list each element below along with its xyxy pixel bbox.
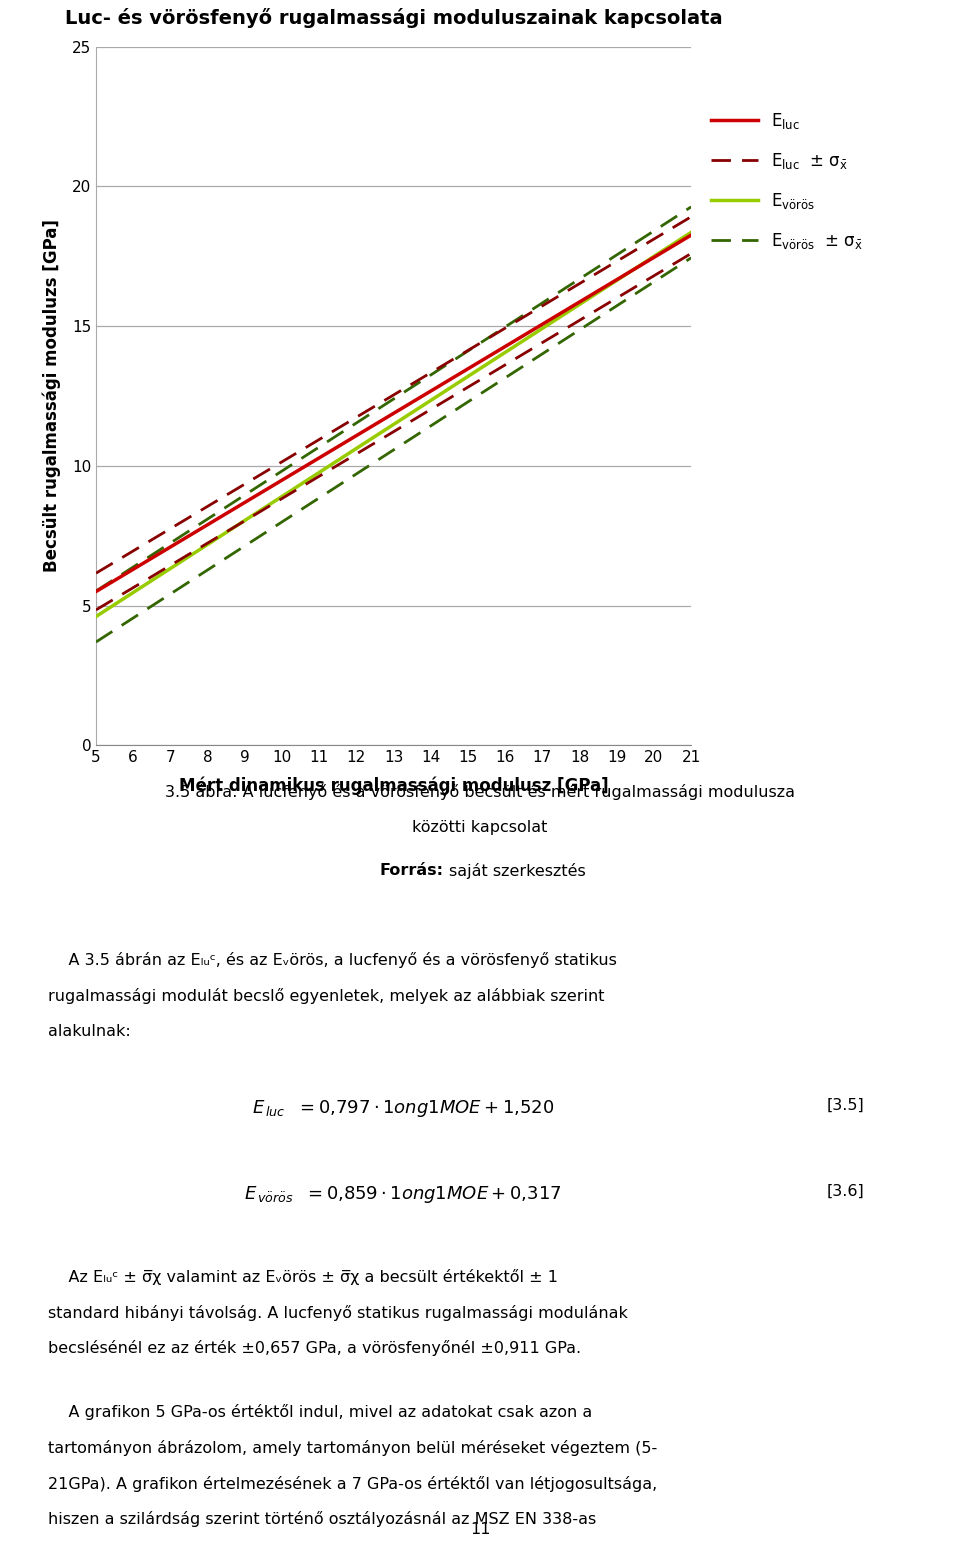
Text: alakulnak:: alakulnak: — [48, 1023, 131, 1039]
Text: 11: 11 — [469, 1522, 491, 1537]
Y-axis label: Becsült rugalmassági moduluzs [GPa]: Becsült rugalmassági moduluzs [GPa] — [42, 219, 60, 573]
Text: standard hibányi távolság. A lucfenyő statikus rugalmassági modulának: standard hibányi távolság. A lucfenyő st… — [48, 1305, 628, 1320]
Text: A 3.5 ábrán az Eₗᵤᶜ, és az Eᵥörös, a lucfenyő és a vörösfenyő statikus: A 3.5 ábrán az Eₗᵤᶜ, és az Eᵥörös, a luc… — [48, 952, 617, 968]
Text: [3.6]: [3.6] — [827, 1183, 864, 1199]
Text: 21GPa). A grafikon értelmezésének a 7 GPa-os értéktől van létjogosultsága,: 21GPa). A grafikon értelmezésének a 7 GP… — [48, 1475, 658, 1491]
Legend: E$_{\mathregular{luc}}$, E$_{\mathregular{luc}}$  ± σ$_{\bar{\mathregular{x}}}$,: E$_{\mathregular{luc}}$, E$_{\mathregula… — [711, 110, 864, 252]
Text: [3.5]: [3.5] — [827, 1098, 864, 1114]
Text: $E_{\,v\ddot{o}r\ddot{o}s}\ \ =0{,}859\cdot 1ong1MOE+0{,}317$: $E_{\,v\ddot{o}r\ddot{o}s}\ \ =0{,}859\c… — [245, 1183, 562, 1205]
Text: 3.5 ábra: A lucfenyő és a vörösfenyő becsült és mért rugalmassági modulusza: 3.5 ábra: A lucfenyő és a vörösfenyő bec… — [165, 784, 795, 800]
X-axis label: Mért dinamikus rugalmassági modulusz [GPa]: Mért dinamikus rugalmassági modulusz [GP… — [179, 776, 609, 795]
Text: Forrás:: Forrás: — [379, 863, 444, 877]
Text: saját szerkesztés: saját szerkesztés — [449, 863, 586, 879]
Text: tartományon ábrázolom, amely tartományon belül méréseket végeztem (5-: tartományon ábrázolom, amely tartományon… — [48, 1440, 658, 1455]
Text: becslésénél ez az érték ±0,657 GPa, a vörösfenyőnél ±0,911 GPa.: becslésénél ez az érték ±0,657 GPa, a vö… — [48, 1340, 581, 1356]
Text: rugalmassági modulát becslő egyenletek, melyek az alábbiak szerint: rugalmassági modulát becslő egyenletek, … — [48, 988, 605, 1003]
Text: A grafikon 5 GPa-os értéktől indul, mivel az adatokat csak azon a: A grafikon 5 GPa-os értéktől indul, mive… — [48, 1404, 592, 1419]
Text: közötti kapcsolat: közötti kapcsolat — [412, 820, 548, 836]
Text: hiszen a szilárdság szerint történő osztályozásnál az MSZ EN 338-as: hiszen a szilárdság szerint történő oszt… — [48, 1511, 596, 1527]
Text: $E_{\,luc}\ \ =0{,}797\cdot 1ong1MOE+1{,}520$: $E_{\,luc}\ \ =0{,}797\cdot 1ong1MOE+1{,… — [252, 1098, 555, 1120]
Text: Az Eₗᵤᶜ ± σ̅χ valamint az Eᵥörös ± σ̅χ a becsült értékektől ± 1: Az Eₗᵤᶜ ± σ̅χ valamint az Eᵥörös ± σ̅χ a… — [48, 1269, 558, 1284]
Title: Luc- és vörösfenyő rugalmassági moduluszainak kapcsolata: Luc- és vörösfenyő rugalmassági modulusz… — [64, 8, 723, 28]
